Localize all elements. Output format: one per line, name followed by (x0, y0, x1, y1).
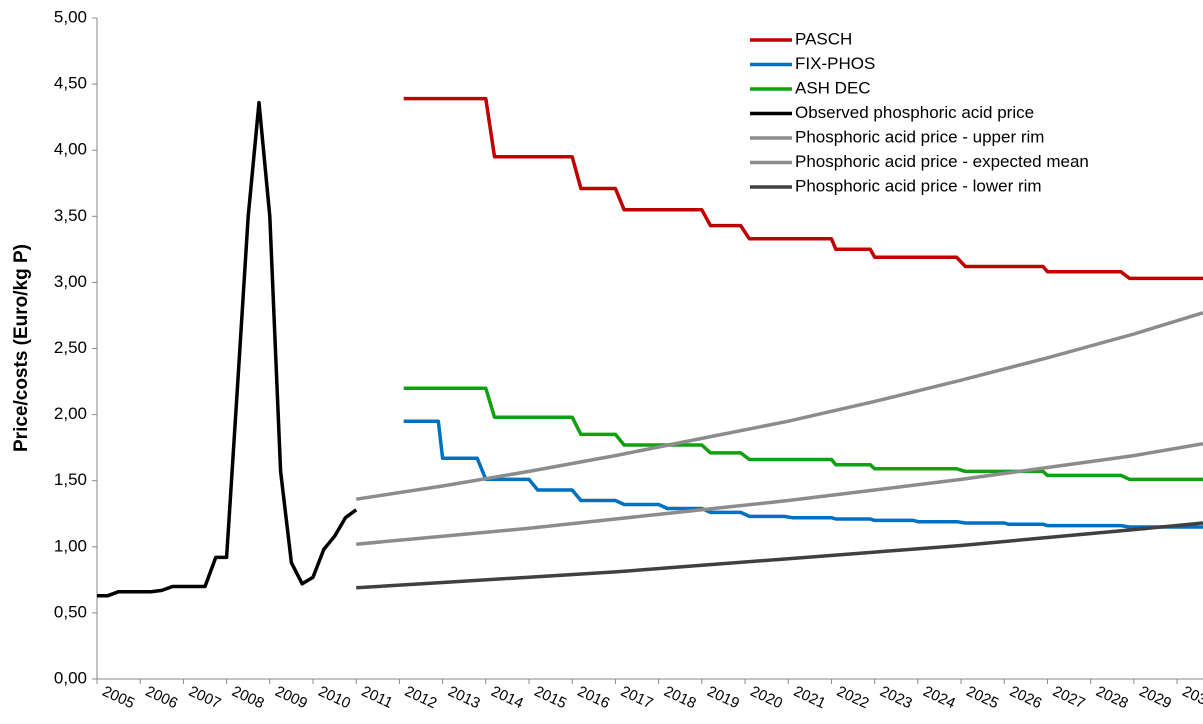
series-line (403, 419, 1203, 529)
x-tick-label: 2023 (877, 683, 914, 713)
series-line (97, 100, 358, 598)
x-tick-label: 2018 (661, 683, 698, 713)
y-tick-label: 0,50 (54, 602, 87, 621)
x-tick-label: 2010 (316, 683, 353, 713)
y-tick-label: 0,00 (54, 668, 87, 687)
series-line (356, 441, 1203, 546)
x-tick-label: 2009 (272, 683, 309, 713)
x-tick-label: 2022 (834, 683, 871, 713)
y-axis-title: Price/costs (Euro/kg P) (11, 244, 32, 452)
legend-label: Phosphoric acid price - lower rim (795, 176, 1042, 195)
y-tick-label: 4,00 (54, 140, 87, 159)
y-tick-label: 1,50 (54, 470, 87, 489)
x-tick-label: 2005 (100, 683, 137, 713)
y-tick-label: 3,00 (54, 272, 87, 291)
x-tick-label: 2013 (445, 683, 482, 713)
x-tick-label: 2006 (143, 683, 180, 713)
x-tick-label: 2026 (1007, 683, 1044, 713)
y-tick-label: 2,50 (54, 338, 87, 357)
legend-label: ASH DEC (795, 78, 871, 97)
x-tick-label: 2020 (748, 683, 785, 713)
x-tick-label: 2008 (229, 683, 266, 713)
x-tick-label: 2011 (359, 683, 395, 712)
x-tick-label: 2015 (532, 683, 569, 713)
x-tick-label: 2030 (1180, 683, 1203, 713)
legend-label: Phosphoric acid price - upper rim (795, 127, 1044, 146)
x-tick-label: 2007 (186, 683, 223, 713)
x-tick-label: 2016 (575, 683, 612, 713)
x-tick-label: 2029 (1137, 683, 1174, 713)
series-line (356, 521, 1203, 590)
legend-label: Phosphoric acid price - expected mean (795, 152, 1089, 171)
x-tick-label: 2014 (488, 683, 525, 713)
x-tick-label: 2012 (402, 683, 439, 713)
legend-label: Observed phosphoric acid price (795, 103, 1034, 122)
y-tick-label: 1,00 (54, 536, 87, 555)
series-line (403, 96, 1203, 281)
y-tick-label: 5,00 (54, 7, 87, 26)
y-tick-label: 4,50 (54, 74, 87, 93)
series-line (403, 386, 1203, 482)
x-tick-label: 2021 (791, 683, 828, 713)
y-tick-label: 3,50 (54, 206, 87, 225)
legend-label: FIX-PHOS (795, 54, 875, 73)
x-tick-label: 2024 (920, 683, 957, 713)
x-tick-label: 2017 (618, 683, 655, 713)
x-tick-label: 2025 (964, 683, 1001, 713)
x-tick-label: 2028 (1093, 683, 1130, 713)
x-tick-label: 2027 (1050, 683, 1087, 713)
legend-label: PASCH (795, 29, 852, 48)
y-tick-label: 2,00 (54, 404, 87, 423)
series-line (355, 311, 1203, 501)
x-tick-label: 2019 (704, 683, 741, 713)
